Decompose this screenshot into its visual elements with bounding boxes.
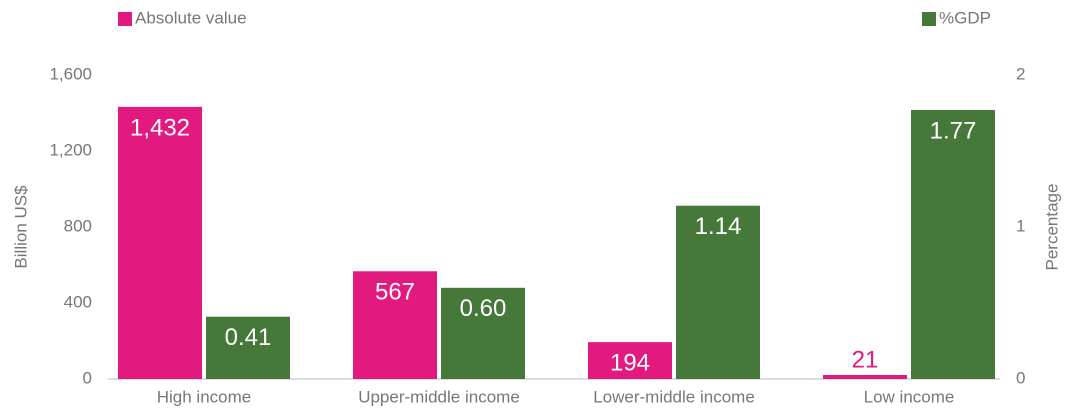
y-axis-label: Billion US$ [11, 185, 30, 269]
x-tick-label: Low income [864, 387, 955, 406]
bar [441, 287, 525, 379]
bar [353, 271, 437, 379]
data-label: 1.14 [695, 213, 742, 240]
data-label: 0.60 [460, 295, 507, 322]
data-label: 194 [610, 349, 650, 376]
x-tick-label: Upper-middle income [358, 387, 520, 406]
data-label: 21 [852, 346, 879, 373]
y2-tick-label: 0 [1016, 368, 1025, 387]
x-tick-label: Lower-middle income [593, 387, 755, 406]
y2-axis-label: Percentage [1042, 184, 1061, 271]
bar [676, 205, 760, 379]
bar [911, 109, 995, 380]
y2-tick-label: 2 [1016, 64, 1025, 83]
data-label: 1.77 [930, 117, 977, 144]
bar [588, 342, 672, 379]
legend-swatch [118, 12, 132, 26]
y-tick-label: 1,200 [49, 140, 92, 159]
data-label: 0.41 [225, 324, 272, 351]
y-tick-label: 1,600 [49, 64, 92, 83]
legend-label: Absolute value [135, 8, 247, 27]
y-tick-label: 800 [64, 216, 92, 235]
y2-tick-label: 1 [1016, 216, 1025, 235]
bar [823, 375, 907, 379]
y-tick-label: 0 [83, 368, 92, 387]
data-label: 567 [375, 279, 415, 306]
bar [206, 316, 290, 379]
y-tick-label: 400 [64, 292, 92, 311]
legend-label: %GDP [939, 8, 991, 27]
data-label: 1,432 [130, 114, 190, 141]
x-tick-label: High income [157, 387, 252, 406]
bar [118, 106, 202, 380]
legend-swatch [922, 12, 936, 26]
